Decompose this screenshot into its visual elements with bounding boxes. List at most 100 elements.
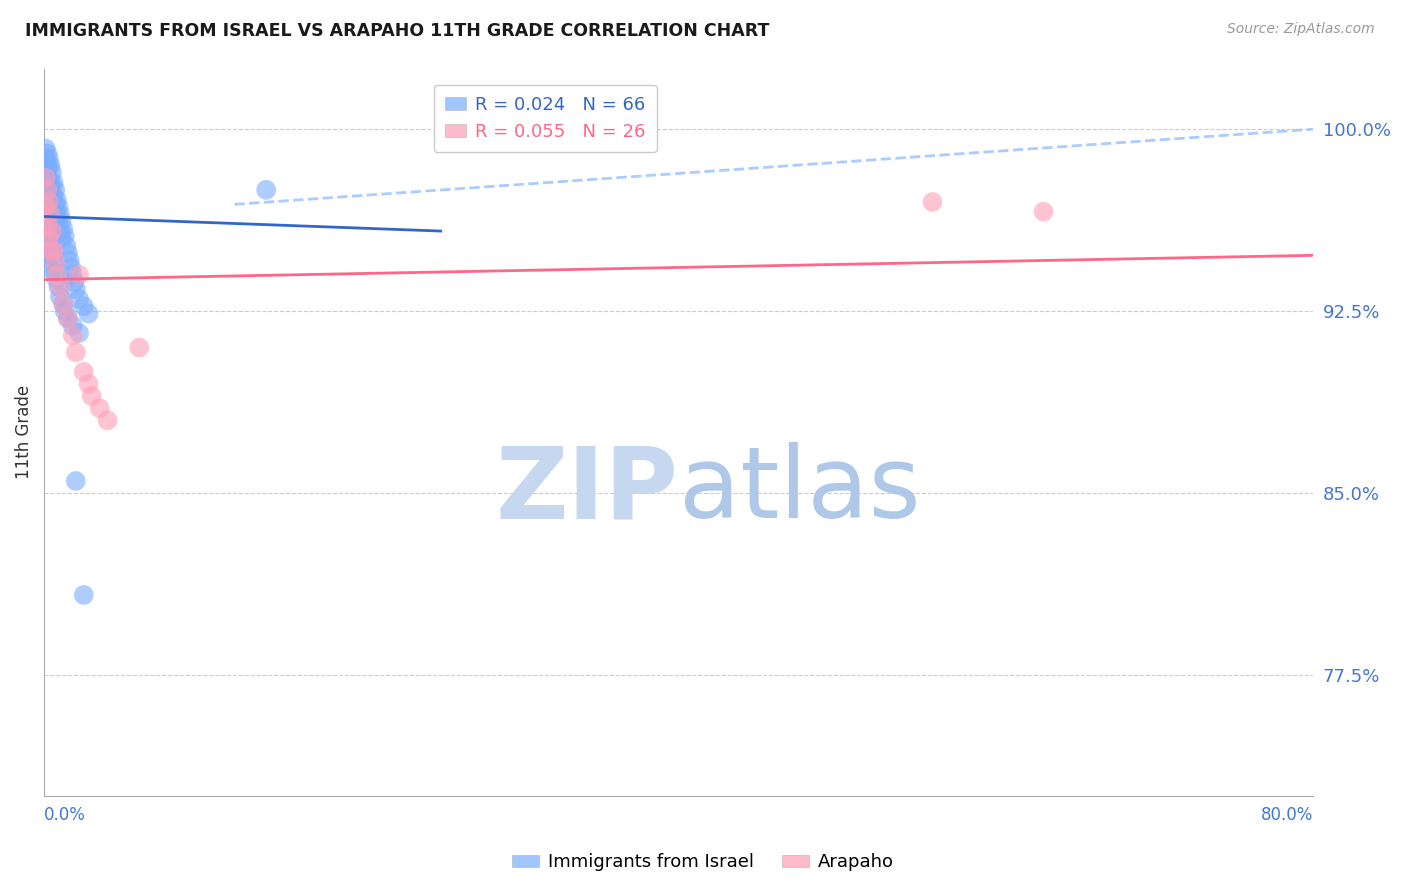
Point (42, 255, 65, 269)
Point (77, 307, 100, 321)
Point (37, 159, 59, 173)
Point (56, 311, 79, 326)
Point (67, 292, 90, 306)
Point (41, 248, 63, 262)
Point (128, 341, 150, 355)
Point (41, 224, 63, 238)
Point (38, 151, 60, 165)
Point (53, 304, 76, 318)
Point (39, 176, 62, 190)
Point (38, 228, 60, 243)
Text: Source: ZipAtlas.com: Source: ZipAtlas.com (1227, 22, 1375, 37)
Point (97, 413, 120, 427)
Point (39, 236, 62, 251)
Point (38, 183, 60, 197)
Point (62, 268, 84, 282)
Text: 0.0%: 0.0% (44, 806, 86, 824)
Point (65, 282, 87, 296)
Point (39, 207, 62, 221)
Point (38, 194, 60, 209)
Point (63, 275, 86, 289)
Point (42, 244, 65, 258)
Point (60, 260, 83, 275)
Point (80, 389, 103, 403)
Point (45, 193, 67, 207)
Point (39, 244, 62, 258)
Point (62, 328, 84, 343)
Point (41, 194, 63, 209)
Legend: R = 0.024   N = 66, R = 0.055   N = 26: R = 0.024 N = 66, R = 0.055 N = 26 (434, 85, 657, 152)
Point (56, 311, 79, 326)
Point (41, 166, 63, 180)
Point (44, 197, 66, 211)
Text: 80.0%: 80.0% (1261, 806, 1313, 824)
Point (49, 289, 72, 303)
Point (52, 221, 75, 235)
Point (37, 146, 59, 161)
Point (48, 200, 70, 214)
Point (49, 224, 72, 238)
Point (42, 190, 65, 204)
Point (37, 183, 59, 197)
Point (254, 183, 277, 197)
Point (51, 231, 73, 245)
Point (73, 365, 96, 379)
Point (38, 173, 60, 187)
Point (65, 345, 87, 359)
Point (77, 376, 100, 391)
Point (52, 297, 75, 311)
Point (38, 231, 60, 245)
Point (37, 170, 59, 185)
Point (42, 176, 65, 190)
Point (67, 268, 90, 282)
Point (62, 318, 84, 333)
Point (39, 187, 62, 202)
Point (52, 297, 75, 311)
Point (37, 183, 59, 197)
Point (44, 255, 66, 269)
Point (44, 265, 66, 279)
Point (45, 268, 67, 282)
Text: atlas: atlas (679, 442, 921, 539)
Point (45, 272, 67, 286)
Point (42, 204, 65, 219)
Point (35, 170, 58, 185)
Point (35, 142, 58, 156)
Point (38, 161, 60, 175)
Point (45, 207, 67, 221)
Point (921, 194, 943, 209)
Point (37, 219, 59, 234)
Text: IMMIGRANTS FROM ISRAEL VS ARAPAHO 11TH GRADE CORRELATION CHART: IMMIGRANTS FROM ISRAEL VS ARAPAHO 11TH G… (25, 22, 769, 40)
Point (73, 299, 96, 313)
Point (41, 263, 63, 277)
Point (44, 183, 66, 197)
Point (39, 200, 62, 214)
Legend: Immigrants from Israel, Arapaho: Immigrants from Israel, Arapaho (505, 847, 901, 879)
Point (38, 194, 60, 209)
Point (56, 246, 79, 260)
Point (49, 280, 72, 294)
Point (65, 474, 87, 488)
Text: ZIP: ZIP (496, 442, 679, 539)
Point (35, 211, 58, 226)
Point (37, 224, 59, 238)
Point (35, 200, 58, 214)
Y-axis label: 11th Grade: 11th Grade (15, 385, 32, 480)
Point (51, 214, 73, 228)
Point (39, 159, 62, 173)
Point (48, 217, 70, 231)
Point (1032, 204, 1054, 219)
Point (55, 238, 77, 252)
Point (37, 238, 59, 252)
Point (53, 228, 76, 243)
Point (48, 280, 70, 294)
Point (41, 180, 63, 194)
Point (73, 588, 96, 602)
Point (44, 211, 66, 226)
Point (67, 326, 90, 340)
Point (89, 401, 111, 416)
Point (35, 151, 58, 165)
Point (35, 161, 58, 175)
Point (58, 253, 80, 268)
Point (38, 246, 60, 260)
